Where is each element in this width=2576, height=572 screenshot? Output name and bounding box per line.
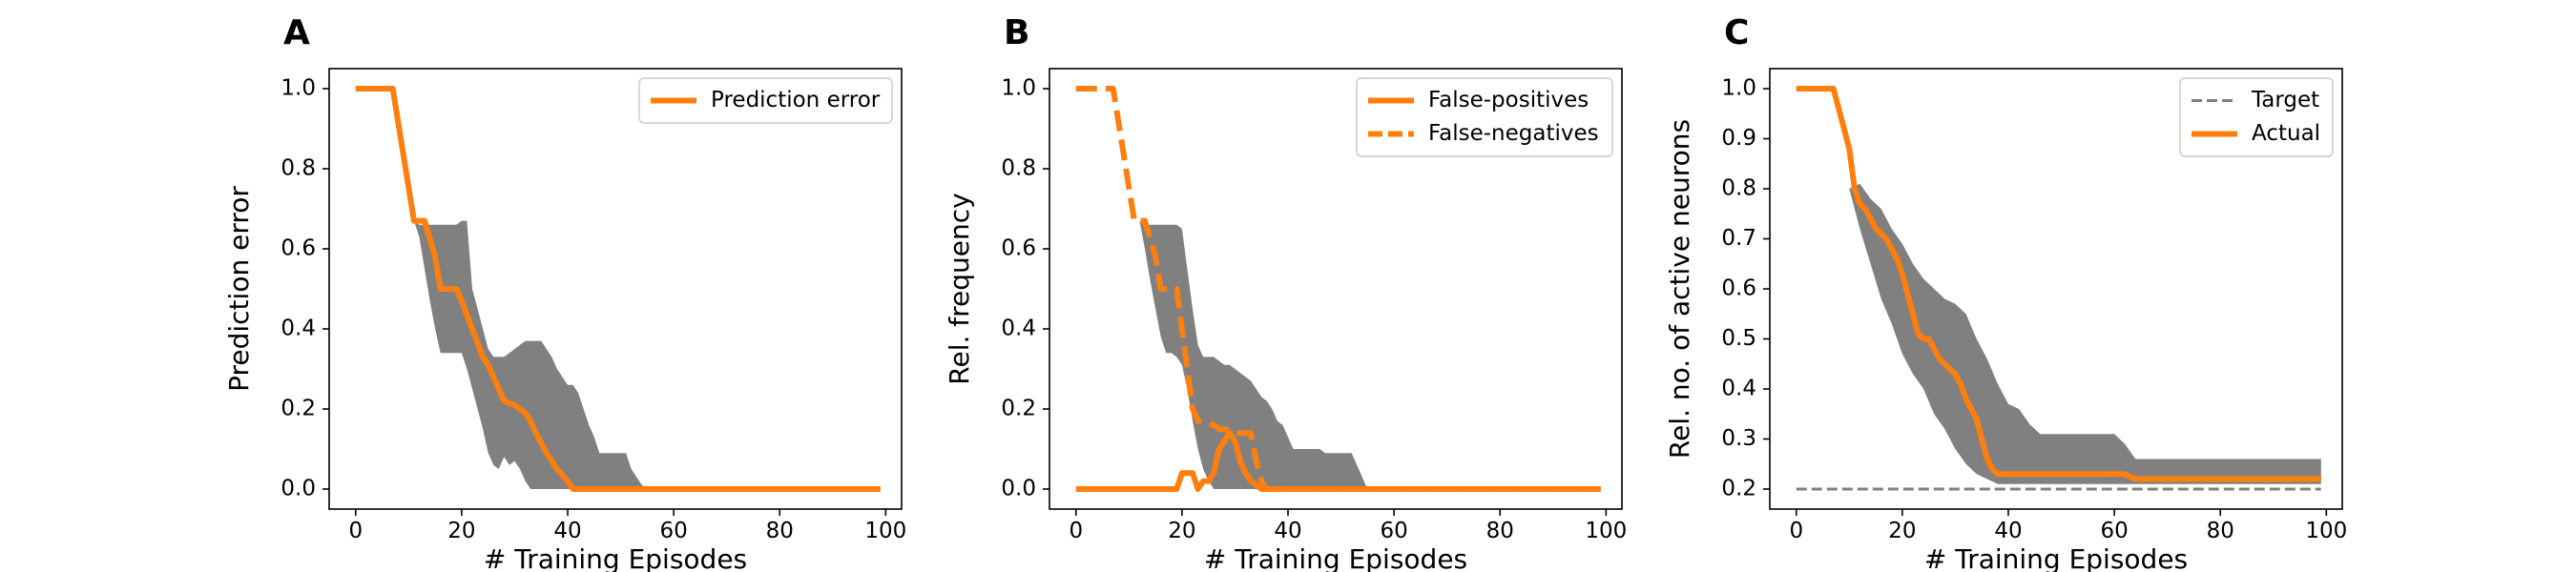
x-axis-label: # Training Episodes xyxy=(1924,543,2188,572)
y-tick-label: 0.6 xyxy=(1721,276,1756,301)
series-line-false-negatives xyxy=(1075,86,1601,492)
legend-frame xyxy=(638,77,893,124)
y-tick-label: 0.8 xyxy=(280,156,316,181)
legend-frame xyxy=(1356,77,1613,157)
x-tick-label: 60 xyxy=(2100,519,2128,543)
series-line-false-positives xyxy=(1075,430,1601,492)
legend: Prediction error xyxy=(638,77,893,124)
x-tick-label: 80 xyxy=(766,519,794,543)
x-axis-label: # Training Episodes xyxy=(484,543,747,572)
x-tick-label: 60 xyxy=(1380,519,1407,543)
panel-a: A 0 20 40 60 80 100 0.0 0.2 0.4 0.6 0.8 1.0 # Trainin… xyxy=(223,13,906,572)
y-tick-label: 1.0 xyxy=(280,76,316,101)
x-tick-label: 20 xyxy=(447,519,475,543)
y-tick-label: 0.5 xyxy=(1721,326,1756,351)
x-axis-label: # Training Episodes xyxy=(1204,543,1467,572)
y-tick-label: 0.8 xyxy=(1721,176,1756,201)
x-tick-label: 0 xyxy=(1069,519,1083,543)
legend-label: False-negatives xyxy=(1428,121,1599,146)
axes-frame xyxy=(1049,68,1623,510)
panel-letter: A xyxy=(283,13,310,52)
plot-area xyxy=(1075,86,1601,492)
y-axis-label: Rel. frequency xyxy=(944,193,975,384)
y-axis-label: Prediction error xyxy=(223,186,255,392)
y-tick-label: 0.2 xyxy=(1001,397,1036,421)
variability-band xyxy=(413,220,648,489)
legend-label: Actual xyxy=(2252,121,2320,146)
y-tick-label: 0.6 xyxy=(1001,236,1036,261)
legend-label: False-positives xyxy=(1428,88,1589,112)
x-tick-label: 100 xyxy=(1585,519,1627,543)
x-tick-label: 100 xyxy=(864,519,906,543)
y-tick-label: 0.3 xyxy=(1721,426,1756,451)
y-tick-label: 0.4 xyxy=(280,317,316,341)
y-tick-label: 0.4 xyxy=(1721,377,1756,401)
x-tick-label: 80 xyxy=(1486,519,1514,543)
variability-band xyxy=(1849,183,2321,484)
x-tick-label: 20 xyxy=(1888,519,1916,543)
y-axis-label: Rel. no. of active neurons xyxy=(1664,119,1695,459)
x-tick-label: 40 xyxy=(1274,519,1301,543)
legend: Target Actual xyxy=(2179,77,2334,157)
y-tick-label: 1.0 xyxy=(1001,76,1036,101)
plot-area xyxy=(355,86,881,492)
y-tick-label: 0.2 xyxy=(280,397,316,421)
y-tick-label: 0.2 xyxy=(1721,477,1756,501)
y-tick-label: 0.8 xyxy=(1001,156,1036,181)
x-tick-label: 80 xyxy=(2207,519,2234,543)
axes-frame xyxy=(328,68,903,510)
panel-letter: B xyxy=(1004,13,1029,52)
plot-area xyxy=(1796,86,2321,491)
x-tick-label: 60 xyxy=(659,519,687,543)
x-tick-label: 0 xyxy=(1789,519,1803,543)
legend: False-positives False-negatives xyxy=(1356,77,1613,157)
x-tick-label: 100 xyxy=(2305,519,2347,543)
y-tick-label: 0.0 xyxy=(1001,477,1036,501)
x-tick-label: 20 xyxy=(1168,519,1195,543)
series-line-actual xyxy=(1796,86,2321,482)
legend-label: Prediction error xyxy=(711,88,881,112)
panel-c: C 0 20 40 60 80 100 0.2 0.3 0.4 0.5 0.6 0.7 0.8 0.9 1.0… xyxy=(1664,13,2347,572)
y-tick-label: 0.9 xyxy=(1721,126,1756,151)
legend-label: Target xyxy=(2251,88,2319,112)
x-tick-label: 0 xyxy=(348,519,363,543)
y-tick-label: 0.7 xyxy=(1721,226,1756,251)
y-tick-label: 1.0 xyxy=(1721,76,1756,101)
panel-b: B 0 20 40 60 80 100 0.0 0.2 0.4 0.6 0.8 1.0 # Trainin… xyxy=(944,13,1627,572)
y-tick-label: 0.4 xyxy=(1001,317,1036,341)
y-tick-label: 0.0 xyxy=(280,477,316,501)
x-tick-label: 40 xyxy=(553,519,581,543)
panel-letter: C xyxy=(1724,13,1749,52)
x-tick-label: 40 xyxy=(1994,519,2022,543)
series-line-prediction-error xyxy=(355,86,881,492)
y-tick-label: 0.6 xyxy=(280,236,316,261)
